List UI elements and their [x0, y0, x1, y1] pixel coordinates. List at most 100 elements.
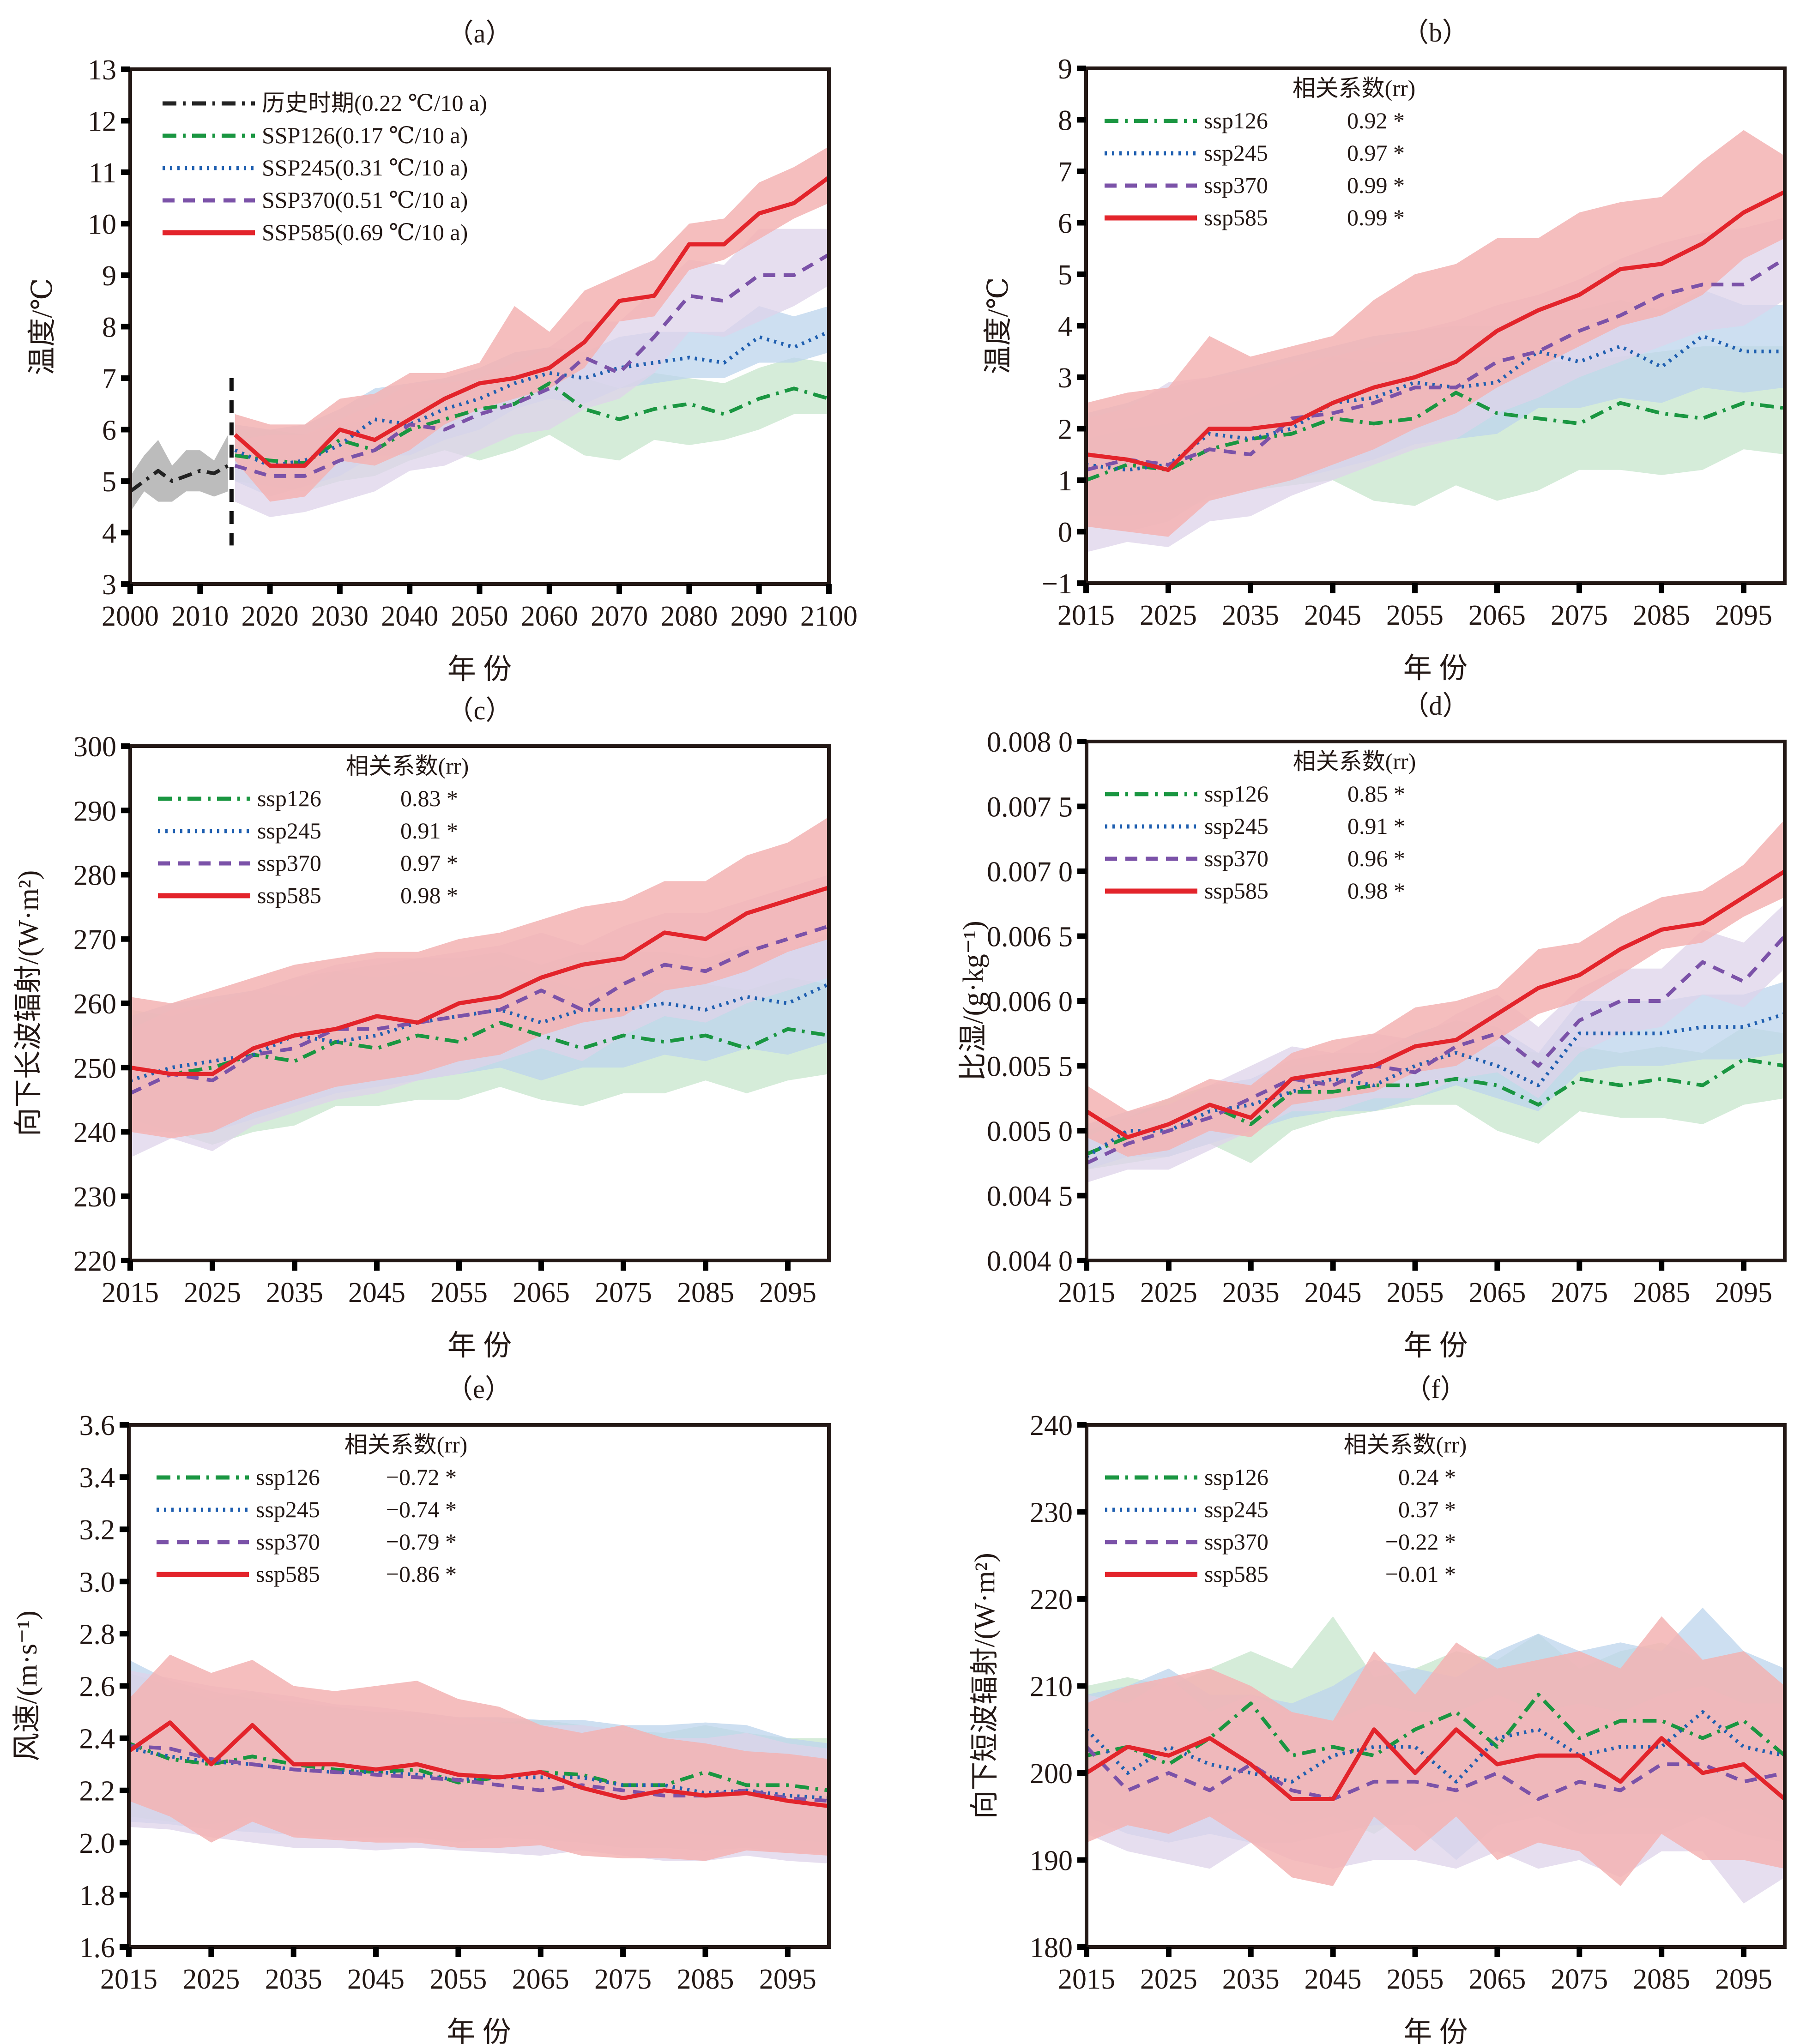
legend: 相关系数(rr) ssp126 0.92 * ssp245 0.97 * ssp370 0.…: [1105, 75, 1415, 230]
y-tick-label: 13: [88, 54, 116, 86]
x-tick-label: 2085: [1633, 600, 1690, 631]
legend-label-ssp585: ssp585: [257, 882, 321, 908]
x-tick-label: 2070: [591, 601, 648, 632]
legend-value-ssp245: 0.97 *: [1347, 140, 1405, 166]
x-tick-label: 2085: [677, 1964, 734, 1995]
series-line-ssp585: [1087, 869, 1785, 1140]
legend-label-hist: 历史时期(0.22 ℃/10 a): [262, 90, 487, 116]
x-tick-label: 2045: [348, 1277, 405, 1308]
legend-value-ssp245: 0.37 *: [1398, 1496, 1456, 1522]
legend-header: 相关系数(rr): [344, 1432, 468, 1458]
y-tick-label: 7: [1058, 157, 1072, 188]
y-tick-label: 2.2: [79, 1776, 115, 1807]
x-tick-label: 2025: [1140, 1277, 1197, 1308]
x-tick-label: 2035: [265, 1964, 322, 1995]
legend-label-ssp126: ssp126: [256, 1464, 320, 1490]
y-tick-label: 300: [73, 731, 116, 763]
x-tick-label: 2030: [311, 601, 368, 632]
panel-title: （b）: [1402, 18, 1469, 48]
legend-value-ssp245: −0.74 *: [386, 1496, 457, 1522]
legend-label-ssp126: ssp126: [1204, 1464, 1268, 1490]
y-tick-label: 6: [1058, 208, 1072, 240]
panel-a: （a） 3 4 5 6 7 8 9 10 11 12 13 2000 2010 2020 2030 2040 20…: [27, 18, 858, 685]
legend-label-ssp585: ssp585: [1204, 1561, 1268, 1587]
y-tick-label: 2.8: [79, 1619, 115, 1650]
x-axis-title: 年 份: [1403, 653, 1468, 684]
y-tick-label: 240: [1030, 1410, 1073, 1441]
panel-title: （a）: [447, 18, 513, 48]
legend-header: 相关系数(rr): [1293, 748, 1416, 774]
y-tick-label: 220: [73, 1246, 116, 1277]
legend-label-ssp585: ssp585: [1204, 878, 1268, 904]
x-tick-label: 2025: [184, 1277, 241, 1308]
y-tick-label: 210: [1030, 1671, 1073, 1703]
legend: 相关系数(rr) ssp126 0.24 * ssp245 0.37 * ssp370 −0…: [1105, 1432, 1467, 1587]
x-tick-label: 2095: [1715, 1964, 1772, 1995]
x-tick-label: 2055: [1387, 1964, 1444, 1995]
y-tick-label: 3.6: [79, 1410, 115, 1441]
y-tick-label: 2.0: [79, 1828, 115, 1859]
x-tick-label: 2045: [1305, 1277, 1362, 1308]
y-tick-label: 0.007 0: [987, 856, 1073, 888]
series-line-ssp370: [1087, 1745, 1785, 1801]
legend-label-ssp245: ssp245: [257, 818, 321, 844]
series-line-ssp370: [1087, 935, 1785, 1165]
panel-title: （d）: [1402, 691, 1469, 721]
x-tick-label: 2015: [102, 1277, 159, 1308]
x-tick-label: 2095: [759, 1964, 816, 1995]
y-tick-label: 8: [102, 312, 116, 344]
x-axis-title: 年 份: [447, 2017, 511, 2044]
y-tick-label: 0.007 5: [987, 792, 1073, 823]
y-tick-label: 5: [102, 466, 116, 498]
y-axis-title: 向下短波辐射/(W·m²): [969, 1553, 1001, 1819]
x-tick-label: 2035: [266, 1277, 323, 1308]
legend-label-ssp370: ssp370: [1204, 845, 1268, 871]
y-tick-label: 9: [1058, 54, 1072, 85]
x-tick-label: 2010: [171, 601, 229, 632]
plot-area: [1086, 130, 1785, 553]
y-tick-label: 200: [1030, 1758, 1073, 1790]
legend-value-ssp585: 0.99 *: [1347, 205, 1405, 230]
x-tick-label: 2065: [513, 1277, 570, 1308]
y-tick-label: 3.4: [79, 1462, 115, 1494]
x-tick-label: 2095: [1715, 600, 1772, 631]
x-tick-label: 2035: [1222, 1964, 1280, 1995]
series-line-ssp126: [129, 1742, 829, 1792]
legend-value-ssp585: 0.98 *: [1347, 878, 1405, 904]
y-tick-label: 270: [73, 924, 116, 956]
x-tick-label: 2075: [595, 1277, 652, 1308]
legend: 相关系数(rr) ssp126 0.85 * ssp245 0.91 * ssp370 0.…: [1105, 748, 1416, 904]
x-axis-title: 年 份: [1403, 2017, 1468, 2044]
legend-label-ssp370: SSP370(0.51 ℃/10 a): [262, 187, 468, 213]
y-tick-label: 12: [88, 106, 116, 138]
y-tick-label: 1: [1058, 465, 1072, 497]
x-tick-label: 2020: [242, 601, 299, 632]
series-line-ssp585: [233, 175, 829, 468]
x-tick-label: 2085: [1633, 1964, 1690, 1995]
y-tick-label: 0.005 0: [987, 1116, 1073, 1147]
y-tick-label: 1.6: [79, 1932, 115, 1964]
y-tick-label: 190: [1030, 1845, 1073, 1877]
legend-label-ssp585: ssp585: [256, 1561, 320, 1587]
x-axis-title: 年 份: [447, 654, 512, 685]
x-tick-label: 2100: [800, 601, 858, 632]
x-tick-label: 2025: [182, 1964, 240, 1995]
y-axis-title: 向下长波辐射/(W·m²): [13, 870, 44, 1137]
x-tick-label: 2055: [1386, 600, 1444, 631]
legend-label-ssp126: SSP126(0.17 ℃/10 a): [262, 122, 468, 148]
y-tick-label: 0.008 0: [987, 727, 1073, 758]
x-tick-label: 2050: [451, 601, 508, 632]
legend-value-ssp126: 0.83 *: [400, 785, 458, 811]
legend-label-ssp245: SSP245(0.31 ℃/10 a): [262, 155, 468, 181]
x-tick-label: 2055: [429, 1964, 487, 1995]
y-tick-label: 6: [102, 415, 116, 446]
y-tick-label: 220: [1030, 1584, 1073, 1616]
x-tick-label: 2040: [381, 601, 438, 632]
series-line-hist: [130, 464, 229, 493]
x-axis-title: 年 份: [447, 1330, 512, 1362]
x-tick-label: 2095: [759, 1277, 816, 1308]
y-tick-label: 3: [102, 569, 116, 601]
plot-area: [129, 1654, 829, 1864]
y-tick-label: 290: [73, 796, 116, 827]
x-tick-label: 2015: [1058, 1964, 1115, 1995]
